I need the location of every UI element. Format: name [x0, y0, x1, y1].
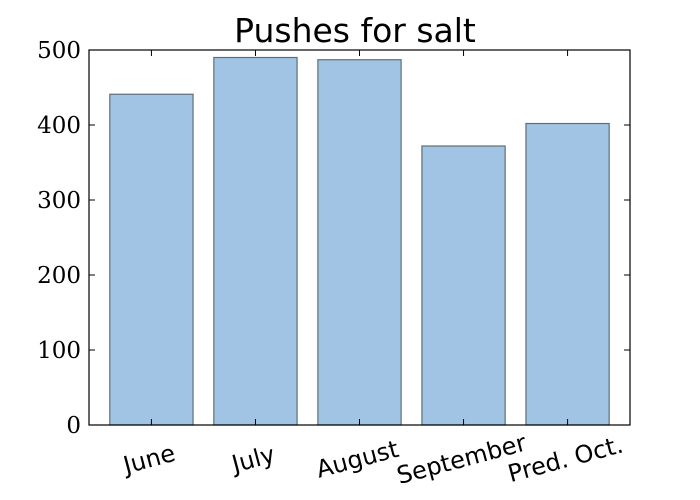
y-tick-label-200: 200 — [37, 263, 81, 289]
x-tick-label-july: July — [227, 440, 278, 479]
chart-title: Pushes for salt — [234, 11, 476, 50]
bar-september — [421, 145, 506, 426]
x-tick-label-august: August — [313, 435, 401, 484]
y-tick-label-500: 500 — [37, 38, 81, 64]
bar-june — [109, 93, 194, 426]
y-axis-tick-labels: 0 100 200 300 400 500 — [37, 38, 81, 439]
bars-layer — [109, 56, 610, 426]
y-tick-label-0: 0 — [66, 413, 81, 439]
plot-frame — [88, 49, 631, 426]
x-tick-label-june: June — [119, 439, 179, 480]
y-tick-label-100: 100 — [37, 338, 81, 364]
y-tick-label-400: 400 — [37, 113, 81, 139]
y-tick-label-300: 300 — [37, 188, 81, 214]
bar-july — [213, 56, 298, 426]
bar-pred-oct — [525, 122, 610, 426]
bar-august — [317, 59, 402, 426]
